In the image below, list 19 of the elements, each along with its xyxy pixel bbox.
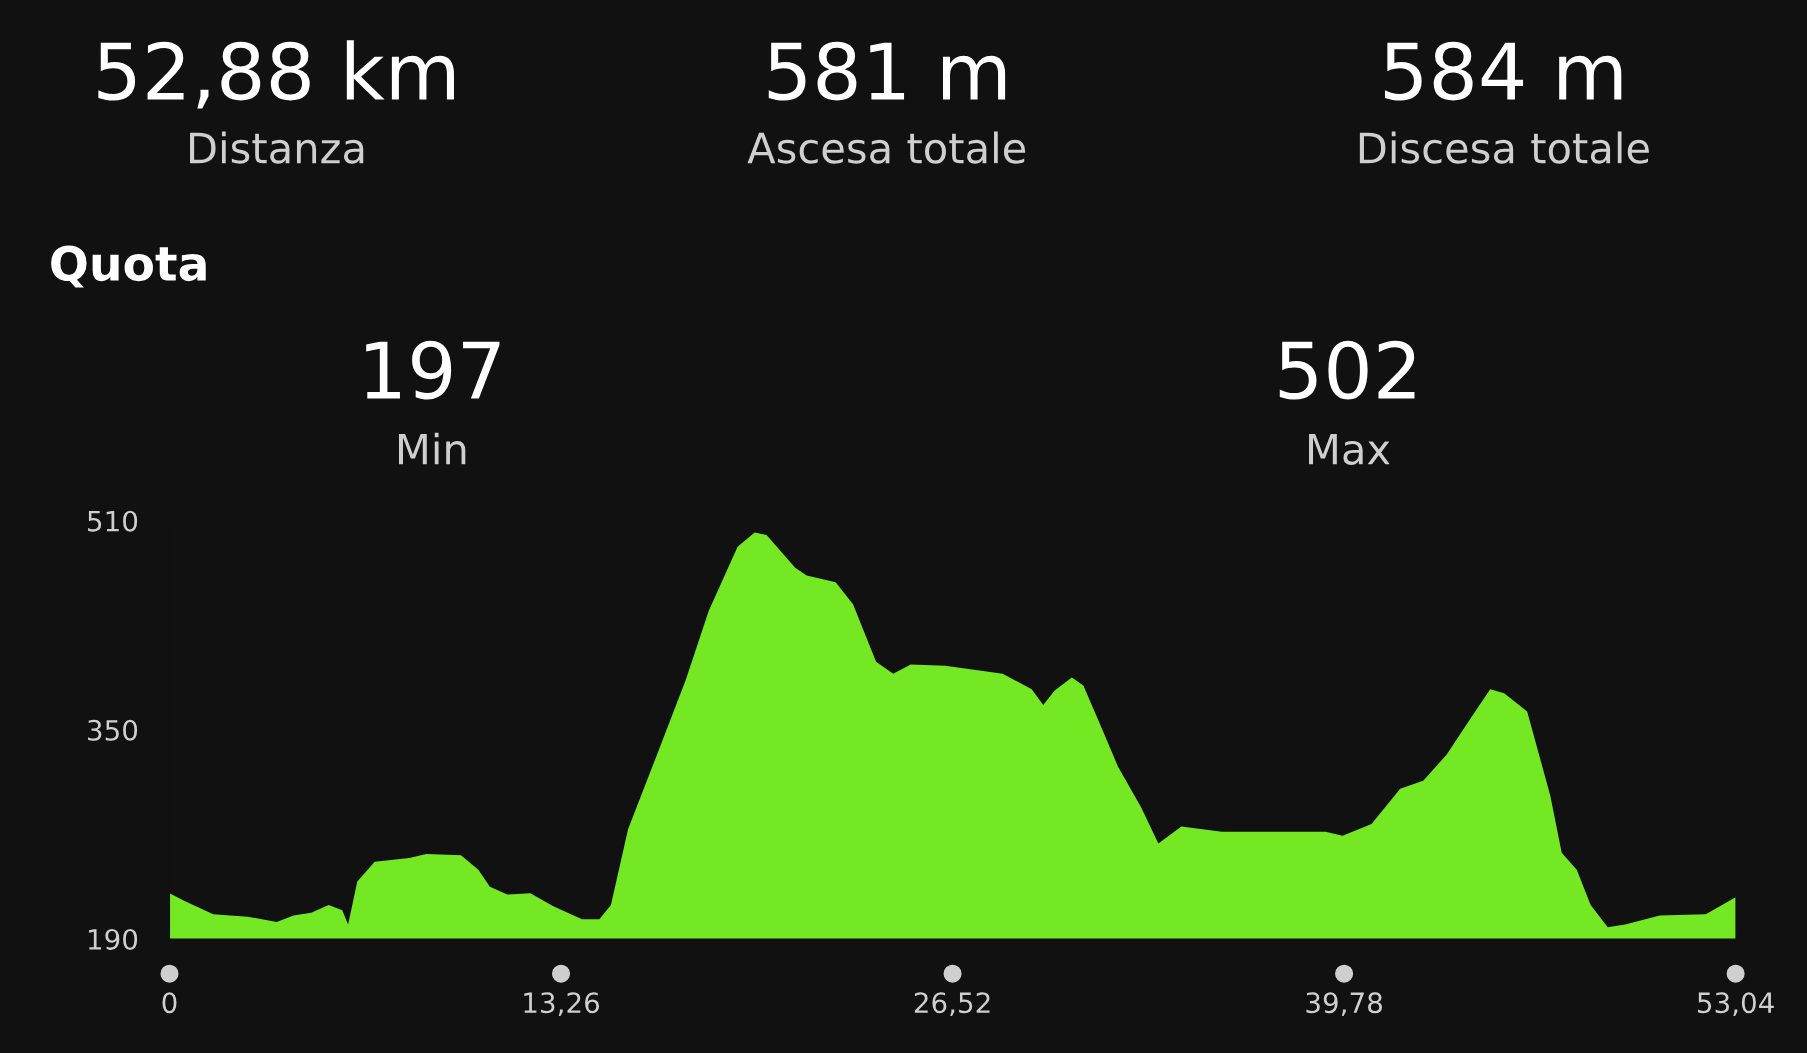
text: Discesa totale [1359, 131, 1649, 164]
text: Max [1309, 433, 1390, 465]
text: 581 m [768, 41, 1006, 101]
x-tick-label: 13,26 [524, 992, 600, 1017]
y-tick-label: 510 [88, 510, 138, 532]
x-tick-label: 0 [162, 992, 177, 1014]
text: Distanza [190, 131, 364, 164]
chart-title: Quota [51, 245, 206, 288]
text: Ascesa totale [747, 131, 1026, 164]
text: 502 [1279, 340, 1415, 400]
y-tick-label: 350 [88, 719, 138, 741]
text: Min [399, 432, 466, 465]
x-tick-label: 53,04 [1698, 992, 1774, 1017]
text: 52,88 km [98, 40, 454, 109]
x-tick-label: 26,52 [914, 992, 990, 1017]
y-tick-label: 190 [88, 928, 138, 950]
text: 584 m [1384, 41, 1622, 101]
x-tick-label: 39,78 [1306, 992, 1382, 1017]
text: 197 [366, 340, 500, 400]
